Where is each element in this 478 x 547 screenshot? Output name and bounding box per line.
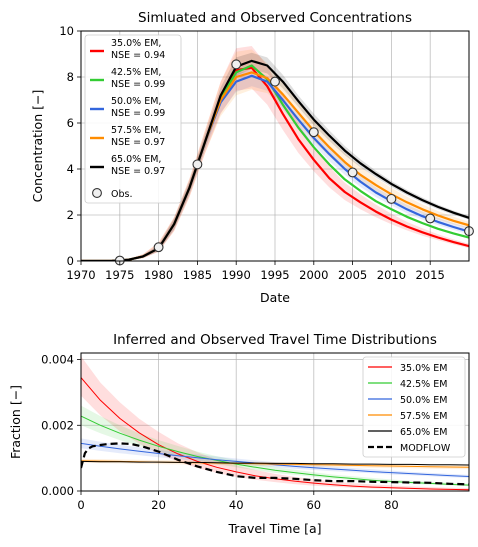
x-tick-label: 2000 (299, 268, 328, 282)
y-axis-label: Concentration [−] (30, 90, 45, 203)
y-tick-label: 0.002 (41, 418, 74, 432)
x-tick-label: 1975 (105, 268, 134, 282)
chart-panel-2: 0 20 40 60 80 0.000 0.002 0.004 Inferred and Obs… (8, 332, 470, 536)
uncertainty-band (81, 46, 469, 261)
x-tick-label: 1980 (144, 268, 173, 282)
observed-point (270, 76, 280, 87)
x-tick-label: 2015 (416, 268, 445, 282)
legend-nse: NSE = 0.99 (111, 79, 165, 90)
axes-frame (80, 352, 470, 492)
uncertainty-band (81, 52, 469, 261)
y-tick-label: 2 (67, 208, 74, 222)
series-line (81, 59, 469, 261)
legend-box (362, 356, 466, 458)
legend-label: 42.5% EM, (111, 67, 161, 78)
x-tick-label: 2005 (338, 268, 367, 282)
observed-point (425, 213, 436, 224)
legend-label: 42.5% EM (400, 379, 447, 390)
legend-nse: NSE = 0.97 (111, 137, 165, 148)
x-axis-label: Travel Time [a] (227, 521, 321, 536)
observed-point (192, 159, 203, 170)
legend-label: 65.0% EM, (111, 154, 161, 165)
x-tick-label: 1990 (222, 268, 251, 282)
chart-title: Simluated and Observed Concentrations (138, 10, 412, 26)
x-tick-label: 20 (151, 498, 166, 512)
x-tick-label: 40 (229, 498, 244, 512)
legend-nse: NSE = 0.97 (111, 166, 165, 177)
y-tick-label: 10 (59, 24, 74, 38)
legend-nse: NSE = 0.99 (111, 108, 165, 119)
chart-title: Inferred and Observed Travel Time Distri… (113, 332, 437, 348)
chart-panel-1: 1970 1975 1980 1985 1990 1995 2000 2005 2010 2015… (30, 10, 474, 305)
x-tick-label: 1970 (66, 268, 95, 282)
reference-line (81, 442, 469, 486)
legend-label: 57.5% EM, (111, 125, 161, 136)
legend-label: 57.5% EM (400, 411, 447, 422)
y-tick-label: 0.000 (41, 484, 74, 498)
legend-label: 35.0% EM, (111, 38, 161, 49)
x-tick-label: 2010 (377, 268, 406, 282)
observed-point (308, 127, 319, 138)
legend-label: 35.0% EM (400, 363, 447, 374)
legend-label: 65.0% EM (400, 427, 447, 438)
legend-label: Obs. (111, 189, 132, 200)
y-tick-label: 0 (67, 254, 74, 268)
observed-point (231, 59, 242, 70)
uncertainty-band (81, 49, 469, 261)
y-tick-label: 8 (67, 70, 74, 84)
plot-area (81, 46, 469, 261)
legend: 35.0% EM 42.5% EM 50.0% EM 57.5% EM 65.0% EM… (362, 356, 466, 458)
x-tick-label: 1995 (260, 268, 289, 282)
observed-point (153, 242, 164, 253)
uncertainty-band (81, 438, 469, 478)
uncertainty-band (81, 356, 469, 491)
x-tick-label: 60 (306, 498, 321, 512)
x-axis-label: Date (260, 290, 290, 305)
observed-point (347, 167, 358, 178)
legend-nse: NSE = 0.94 (111, 50, 165, 61)
y-tick-label: 4 (67, 162, 74, 176)
legend-label: 50.0% EM, (111, 96, 161, 107)
x-tick-label: 0 (77, 498, 84, 512)
x-tick-label: 80 (384, 498, 399, 512)
legend-label: MODFLOW (400, 443, 451, 454)
legend-label: 50.0% EM (400, 395, 447, 406)
plot-area (81, 356, 469, 491)
observed-point (386, 193, 397, 204)
legend-marker (92, 188, 102, 198)
series-line (81, 460, 469, 466)
legend-box (84, 34, 182, 204)
y-tick-label: 6 (67, 116, 74, 130)
y-axis-label: Fraction [−] (8, 385, 23, 459)
series-line (81, 442, 469, 477)
x-tick-label: 1985 (183, 268, 212, 282)
y-tick-label: 0.004 (41, 353, 74, 367)
